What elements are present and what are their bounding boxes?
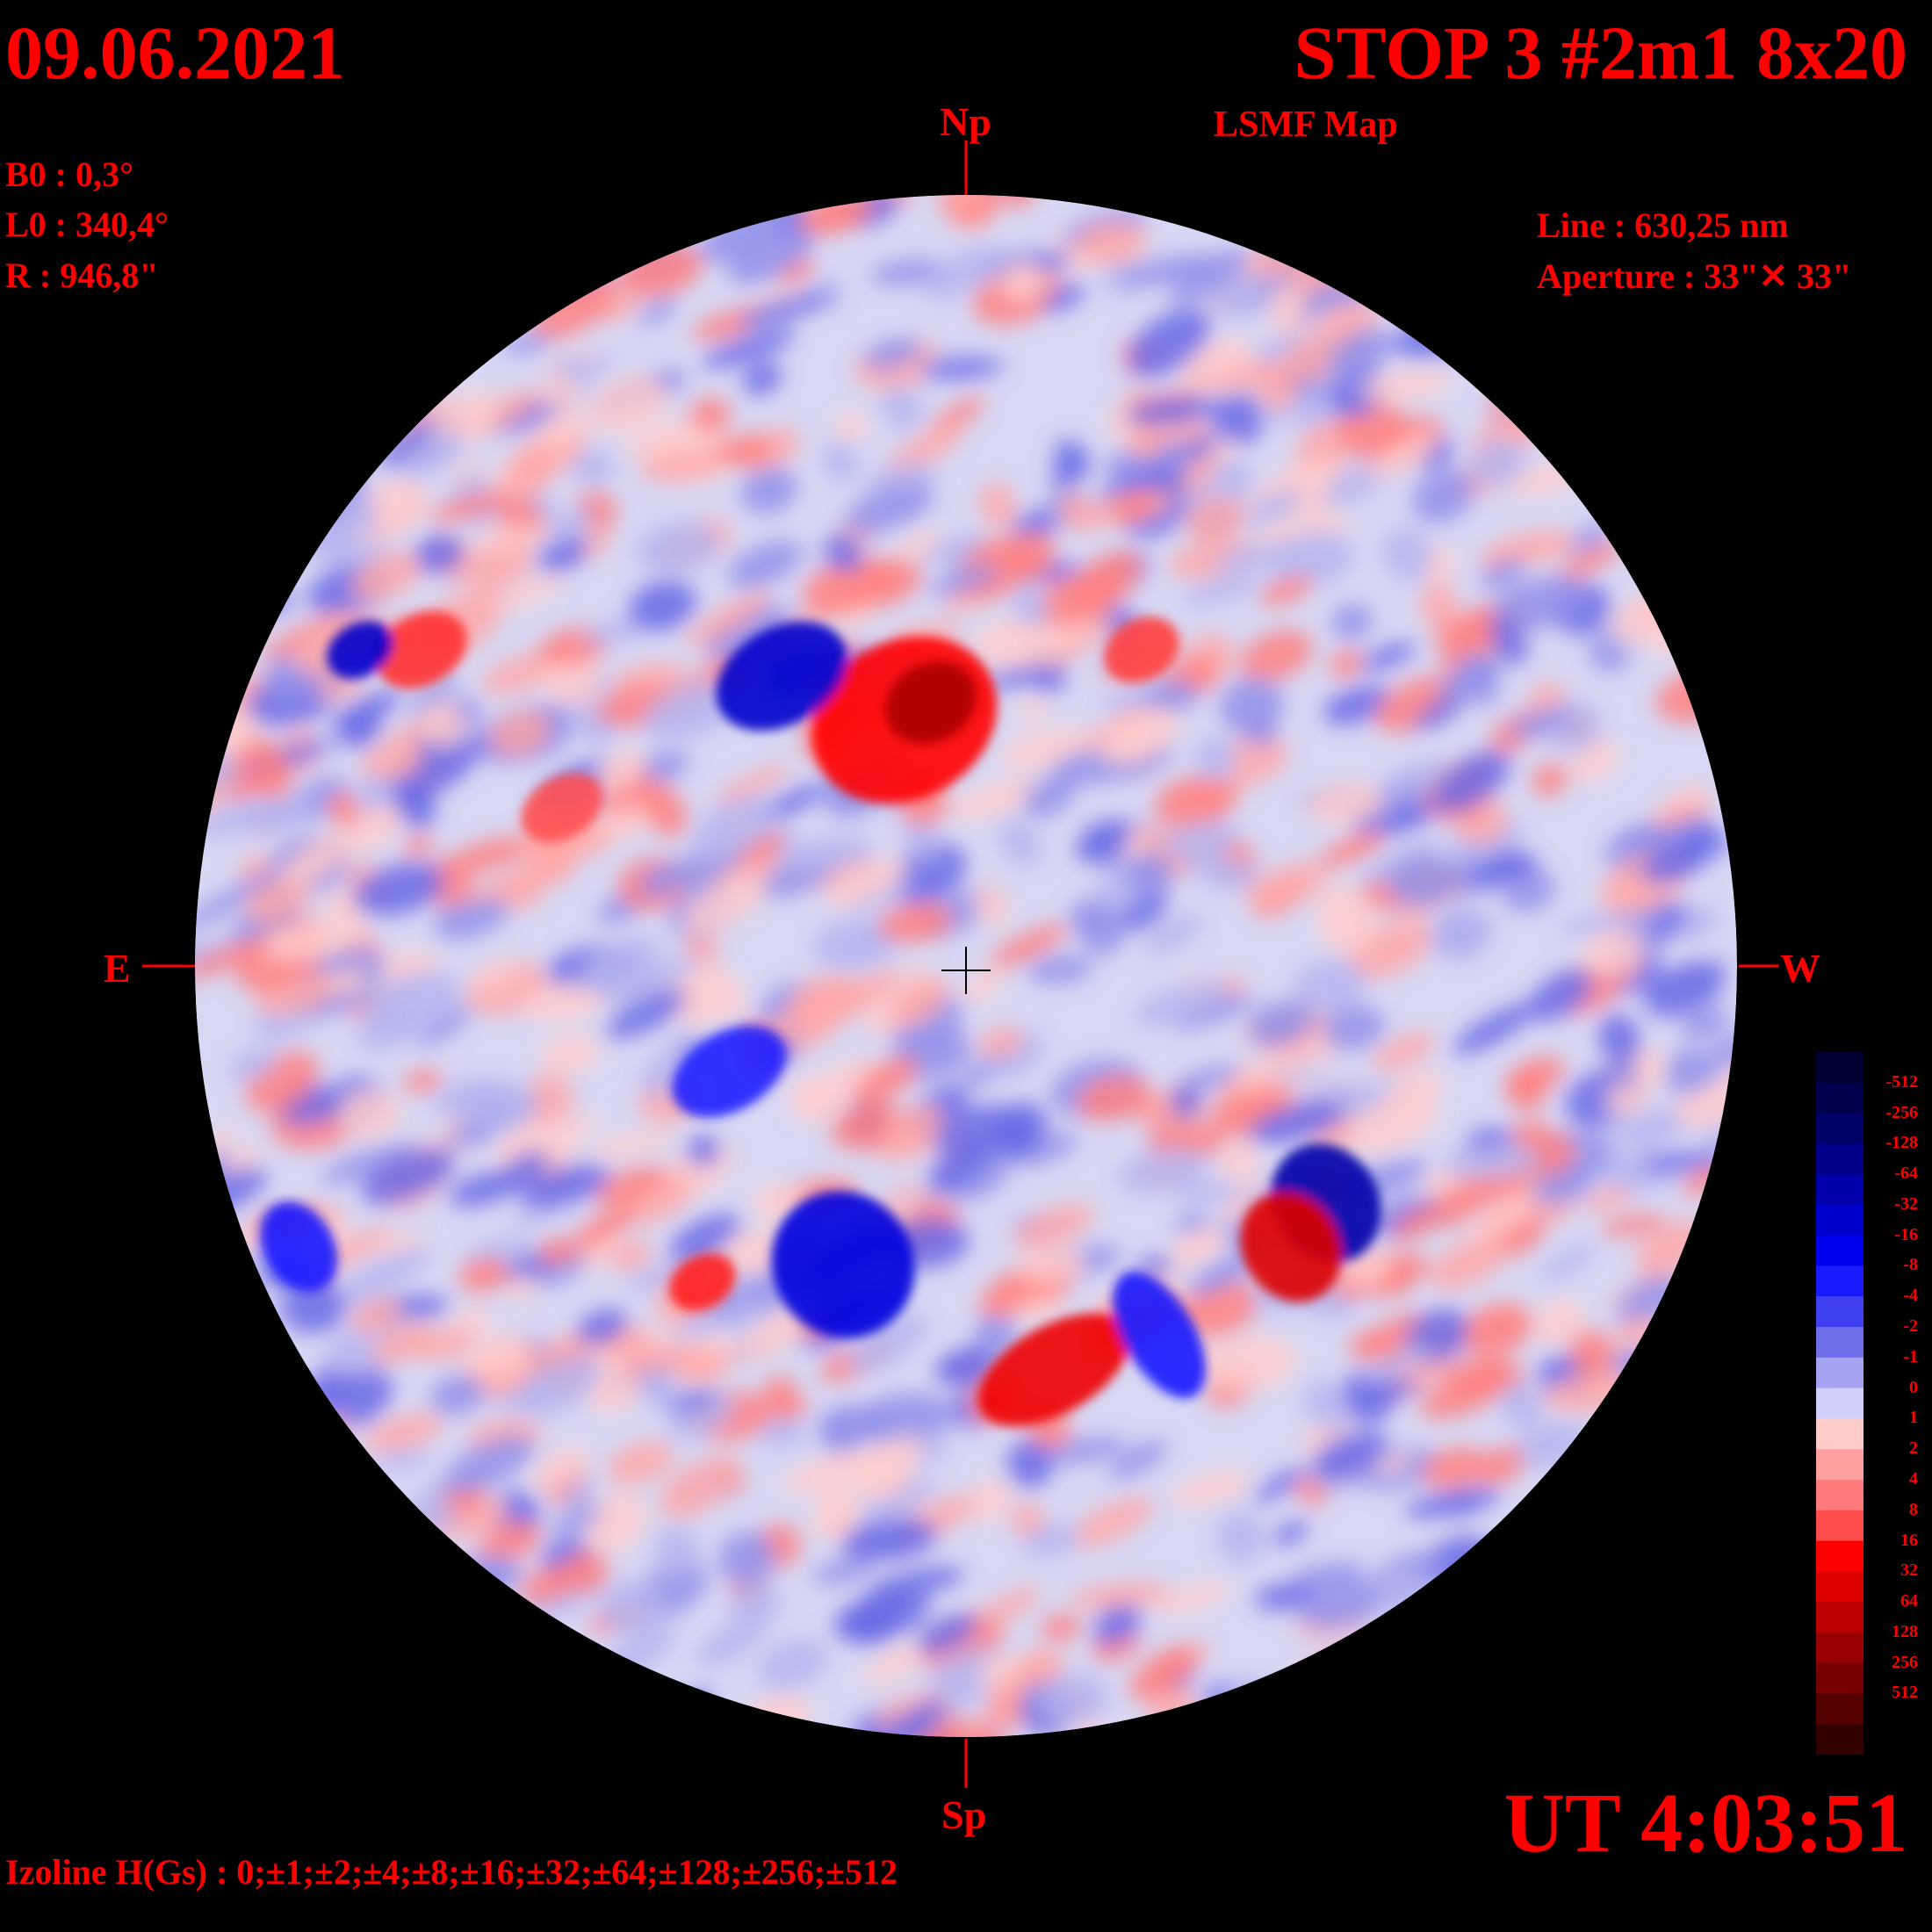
- colorbar-label: -512: [1885, 1071, 1918, 1092]
- colorbar-swatch: [1816, 1296, 1864, 1328]
- observation-date: 09.06.2021: [5, 11, 345, 95]
- colorbar-label: 64: [1900, 1591, 1918, 1611]
- colorbar-label: 0: [1909, 1377, 1918, 1397]
- colorbar-labels: -512 -256 -128 -64 -32 -16 -8 -4 -2 -1 0 1 2 4 8 16 32 64…: [1864, 1052, 1925, 1755]
- colorbar-label: 128: [1892, 1621, 1918, 1641]
- colorbar-swatch: [1816, 1204, 1864, 1236]
- colorbar-label: -128: [1885, 1133, 1918, 1153]
- map-subtitle: LSMF Map: [1214, 105, 1398, 145]
- colorbar-label: -32: [1894, 1193, 1918, 1214]
- map-title: STOP 3 #2m1 8x20: [1294, 11, 1907, 95]
- colorbar-label: -16: [1894, 1224, 1918, 1244]
- colorbar-label: 2: [1909, 1438, 1918, 1459]
- colorbar-label: 32: [1900, 1561, 1918, 1581]
- colorbar-swatch: [1816, 1113, 1864, 1144]
- colorbar: [1816, 1052, 1864, 1755]
- colorbar-label: 256: [1892, 1652, 1918, 1672]
- colorbar-swatch: [1816, 1571, 1864, 1603]
- b0-value: B0 : 0,3°: [5, 155, 133, 194]
- east-label: E: [104, 946, 131, 991]
- colorbar-swatch: [1816, 1418, 1864, 1450]
- colorbar-swatch: [1816, 1479, 1864, 1511]
- izoline-levels: Izoline H(Gs) : 0;±1;±2;±4;±8;±16;±32;±6…: [5, 1852, 898, 1892]
- colorbar-label: -1: [1903, 1346, 1918, 1366]
- colorbar-label: 1: [1909, 1408, 1918, 1428]
- colorbar-swatch: [1816, 1143, 1864, 1175]
- colorbar-swatch: [1816, 1174, 1864, 1206]
- colorbar-label: 8: [1909, 1499, 1918, 1519]
- colorbar-swatch: [1816, 1357, 1864, 1389]
- colorbar-label: -256: [1885, 1102, 1918, 1122]
- colorbar-swatch: [1816, 1662, 1864, 1695]
- radius-value: R : 946,8": [5, 256, 159, 295]
- universal-time: UT 4:03:51: [1503, 1776, 1907, 1870]
- colorbar-swatch: [1816, 1265, 1864, 1297]
- colorbar-swatch: [1816, 1693, 1864, 1725]
- compass-ticks: [142, 141, 1778, 1788]
- colorbar-swatch: [1816, 1632, 1864, 1664]
- colorbar-swatch: [1816, 1540, 1864, 1572]
- colorbar-label: 16: [1900, 1530, 1918, 1550]
- colorbar-swatch: [1816, 1449, 1864, 1481]
- l0-value: L0 : 340,4°: [5, 205, 169, 244]
- colorbar-swatch: [1816, 1724, 1864, 1755]
- spectral-line: Line : 630,25 nm: [1537, 205, 1789, 245]
- colorbar-label: -64: [1894, 1164, 1918, 1184]
- north-pole-label: Np: [940, 99, 991, 144]
- colorbar-swatch: [1816, 1235, 1864, 1267]
- colorbar-swatch: [1816, 1510, 1864, 1542]
- colorbar-label: 512: [1892, 1683, 1918, 1703]
- colorbar-label: -2: [1903, 1316, 1918, 1337]
- west-label: W: [1780, 946, 1820, 991]
- colorbar-label: -8: [1903, 1255, 1918, 1275]
- center-crosshair: [941, 947, 991, 994]
- colorbar-swatch: [1816, 1602, 1864, 1633]
- colorbar-swatch: [1816, 1082, 1864, 1114]
- colorbar-label: 4: [1909, 1468, 1918, 1489]
- aperture-size: Aperture : 33"✕ 33": [1537, 256, 1852, 296]
- colorbar-swatch: [1816, 1052, 1864, 1084]
- colorbar-swatch: [1816, 1388, 1864, 1419]
- colorbar-swatch: [1816, 1327, 1864, 1359]
- south-pole-label: Sp: [941, 1792, 987, 1837]
- colorbar-label: -4: [1903, 1286, 1918, 1306]
